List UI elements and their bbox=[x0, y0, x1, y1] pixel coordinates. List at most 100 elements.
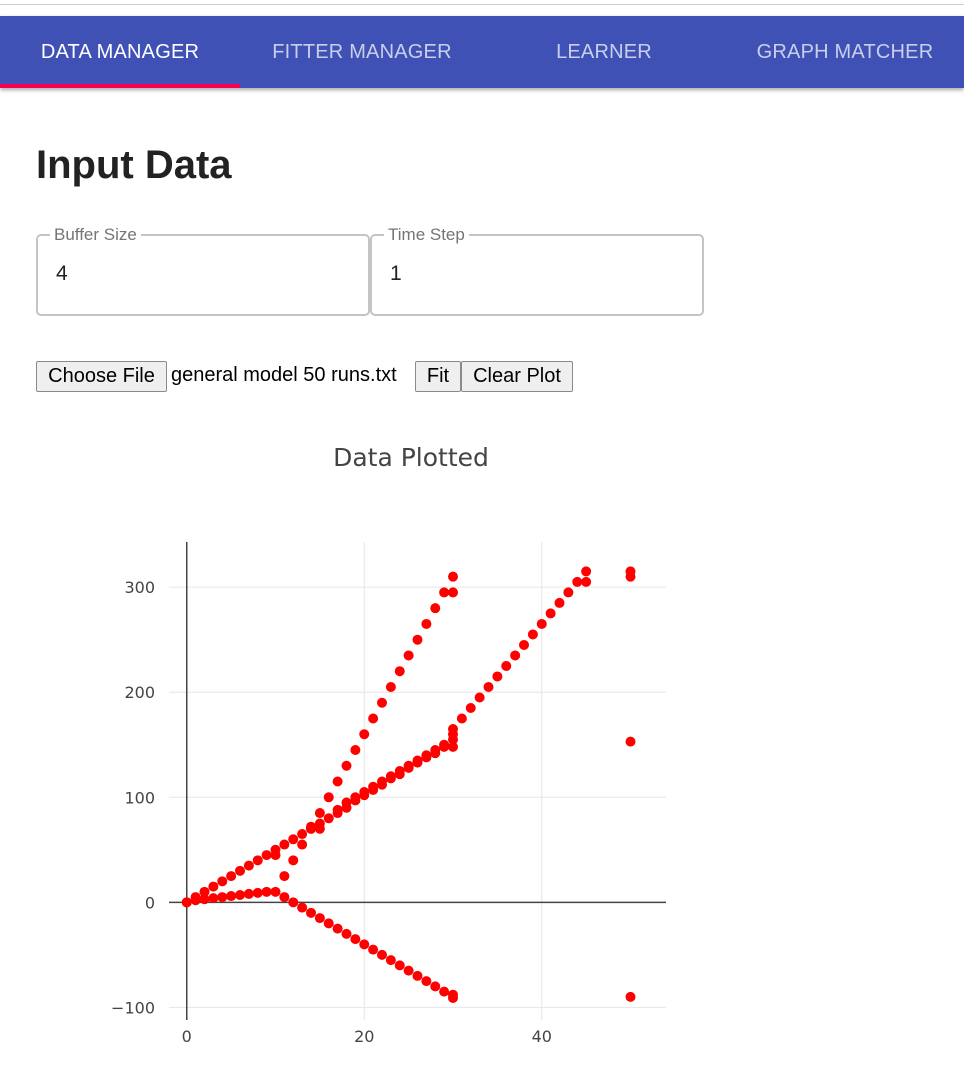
data-point bbox=[332, 923, 343, 934]
data-point bbox=[394, 960, 405, 971]
buffer-size-label: Buffer Size bbox=[50, 225, 141, 245]
tab-graph-matcher[interactable]: GRAPH MATCHER bbox=[756, 40, 934, 63]
data-point bbox=[279, 871, 290, 882]
data-point bbox=[394, 769, 405, 780]
buffer-size-field: Buffer Size bbox=[36, 225, 370, 316]
data-point bbox=[350, 795, 361, 806]
data-point bbox=[323, 813, 334, 824]
data-point bbox=[288, 855, 299, 866]
selected-file-name: general model 50 runs.txt bbox=[171, 364, 397, 386]
data-point bbox=[288, 897, 299, 908]
data-point bbox=[412, 757, 423, 768]
tab-data-manager[interactable]: DATA MANAGER bbox=[40, 40, 200, 63]
data-point bbox=[430, 981, 441, 992]
clear-plot-button[interactable]: Clear Plot bbox=[461, 361, 573, 392]
y-tick-label: −100 bbox=[111, 998, 155, 1017]
data-point bbox=[226, 891, 237, 902]
data-point bbox=[341, 802, 352, 813]
data-point bbox=[385, 681, 396, 692]
data-point bbox=[306, 907, 316, 918]
data-point bbox=[430, 603, 441, 614]
data-point bbox=[448, 992, 458, 1003]
data-point bbox=[217, 876, 228, 887]
data-point bbox=[625, 736, 636, 747]
data-point bbox=[510, 650, 521, 661]
tick-labels: 0 20 40 −100 0 100 200 300 bbox=[111, 578, 552, 1046]
data-point bbox=[359, 939, 370, 950]
data-point bbox=[314, 808, 325, 819]
data-point bbox=[385, 955, 396, 966]
data-point bbox=[403, 650, 414, 661]
data-point bbox=[385, 773, 396, 784]
data-point bbox=[261, 886, 272, 897]
time-step-input[interactable] bbox=[390, 262, 670, 286]
data-point bbox=[421, 752, 432, 763]
data-point bbox=[448, 571, 458, 582]
data-point bbox=[252, 887, 263, 898]
data-point bbox=[536, 618, 547, 629]
data-point bbox=[501, 660, 512, 671]
data-point bbox=[625, 571, 636, 582]
y-tick-label: 100 bbox=[124, 788, 155, 807]
y-tick-label: 0 bbox=[145, 893, 155, 912]
data-point bbox=[217, 892, 228, 903]
axes bbox=[169, 542, 666, 1020]
active-tab-indicator bbox=[0, 84, 240, 88]
choose-file-button[interactable]: Choose File bbox=[36, 361, 167, 392]
data-point bbox=[314, 913, 325, 924]
data-point bbox=[412, 634, 423, 645]
data-point bbox=[341, 760, 352, 771]
data-point bbox=[368, 944, 379, 955]
y-tick-label: 300 bbox=[124, 578, 155, 597]
browser-top-border bbox=[0, 4, 964, 5]
data-point bbox=[563, 587, 574, 598]
data-point bbox=[208, 893, 219, 904]
data-point bbox=[492, 671, 503, 682]
data-point bbox=[412, 970, 423, 981]
tab-learner[interactable]: LEARNER bbox=[556, 40, 652, 63]
data-point bbox=[581, 566, 592, 577]
data-point bbox=[377, 697, 387, 708]
data-point bbox=[297, 829, 308, 840]
x-tick-label: 0 bbox=[182, 1027, 192, 1046]
data-point bbox=[527, 629, 538, 640]
data-point bbox=[519, 639, 529, 650]
data-point bbox=[226, 871, 237, 882]
chart-title: Data Plotted bbox=[333, 443, 489, 472]
tab-fitter-manager[interactable]: FITTER MANAGER bbox=[272, 40, 452, 63]
data-point bbox=[341, 928, 352, 939]
scatter-plot[interactable]: 0 20 40 −100 0 100 200 300 bbox=[0, 520, 700, 1060]
data-point bbox=[235, 889, 245, 900]
data-point bbox=[456, 713, 467, 724]
time-step-label: Time Step bbox=[384, 225, 469, 245]
data-point bbox=[279, 892, 290, 903]
buffer-size-input[interactable] bbox=[56, 262, 336, 286]
data-point bbox=[199, 894, 210, 905]
data-point bbox=[297, 839, 308, 850]
data-point bbox=[199, 886, 210, 897]
x-tick-label: 20 bbox=[354, 1027, 374, 1046]
data-point bbox=[270, 886, 281, 897]
data-point bbox=[448, 723, 458, 734]
data-point bbox=[421, 618, 432, 629]
data-point bbox=[403, 965, 414, 976]
data-point bbox=[448, 741, 458, 752]
fit-button[interactable]: Fit bbox=[415, 361, 461, 392]
data-point bbox=[279, 839, 290, 850]
data-point bbox=[288, 834, 299, 845]
data-point bbox=[474, 692, 485, 703]
data-point bbox=[332, 808, 343, 819]
x-tick-label: 40 bbox=[532, 1027, 552, 1046]
data-point bbox=[581, 576, 592, 587]
data-point bbox=[181, 897, 192, 908]
data-point bbox=[235, 865, 245, 876]
data-point bbox=[430, 748, 441, 759]
data-point bbox=[377, 779, 387, 790]
data-point bbox=[323, 792, 334, 803]
data-point bbox=[261, 850, 272, 861]
data-point bbox=[243, 888, 254, 899]
data-point bbox=[368, 784, 379, 795]
data-point bbox=[545, 608, 556, 619]
data-point bbox=[252, 855, 263, 866]
data-point bbox=[439, 741, 450, 752]
